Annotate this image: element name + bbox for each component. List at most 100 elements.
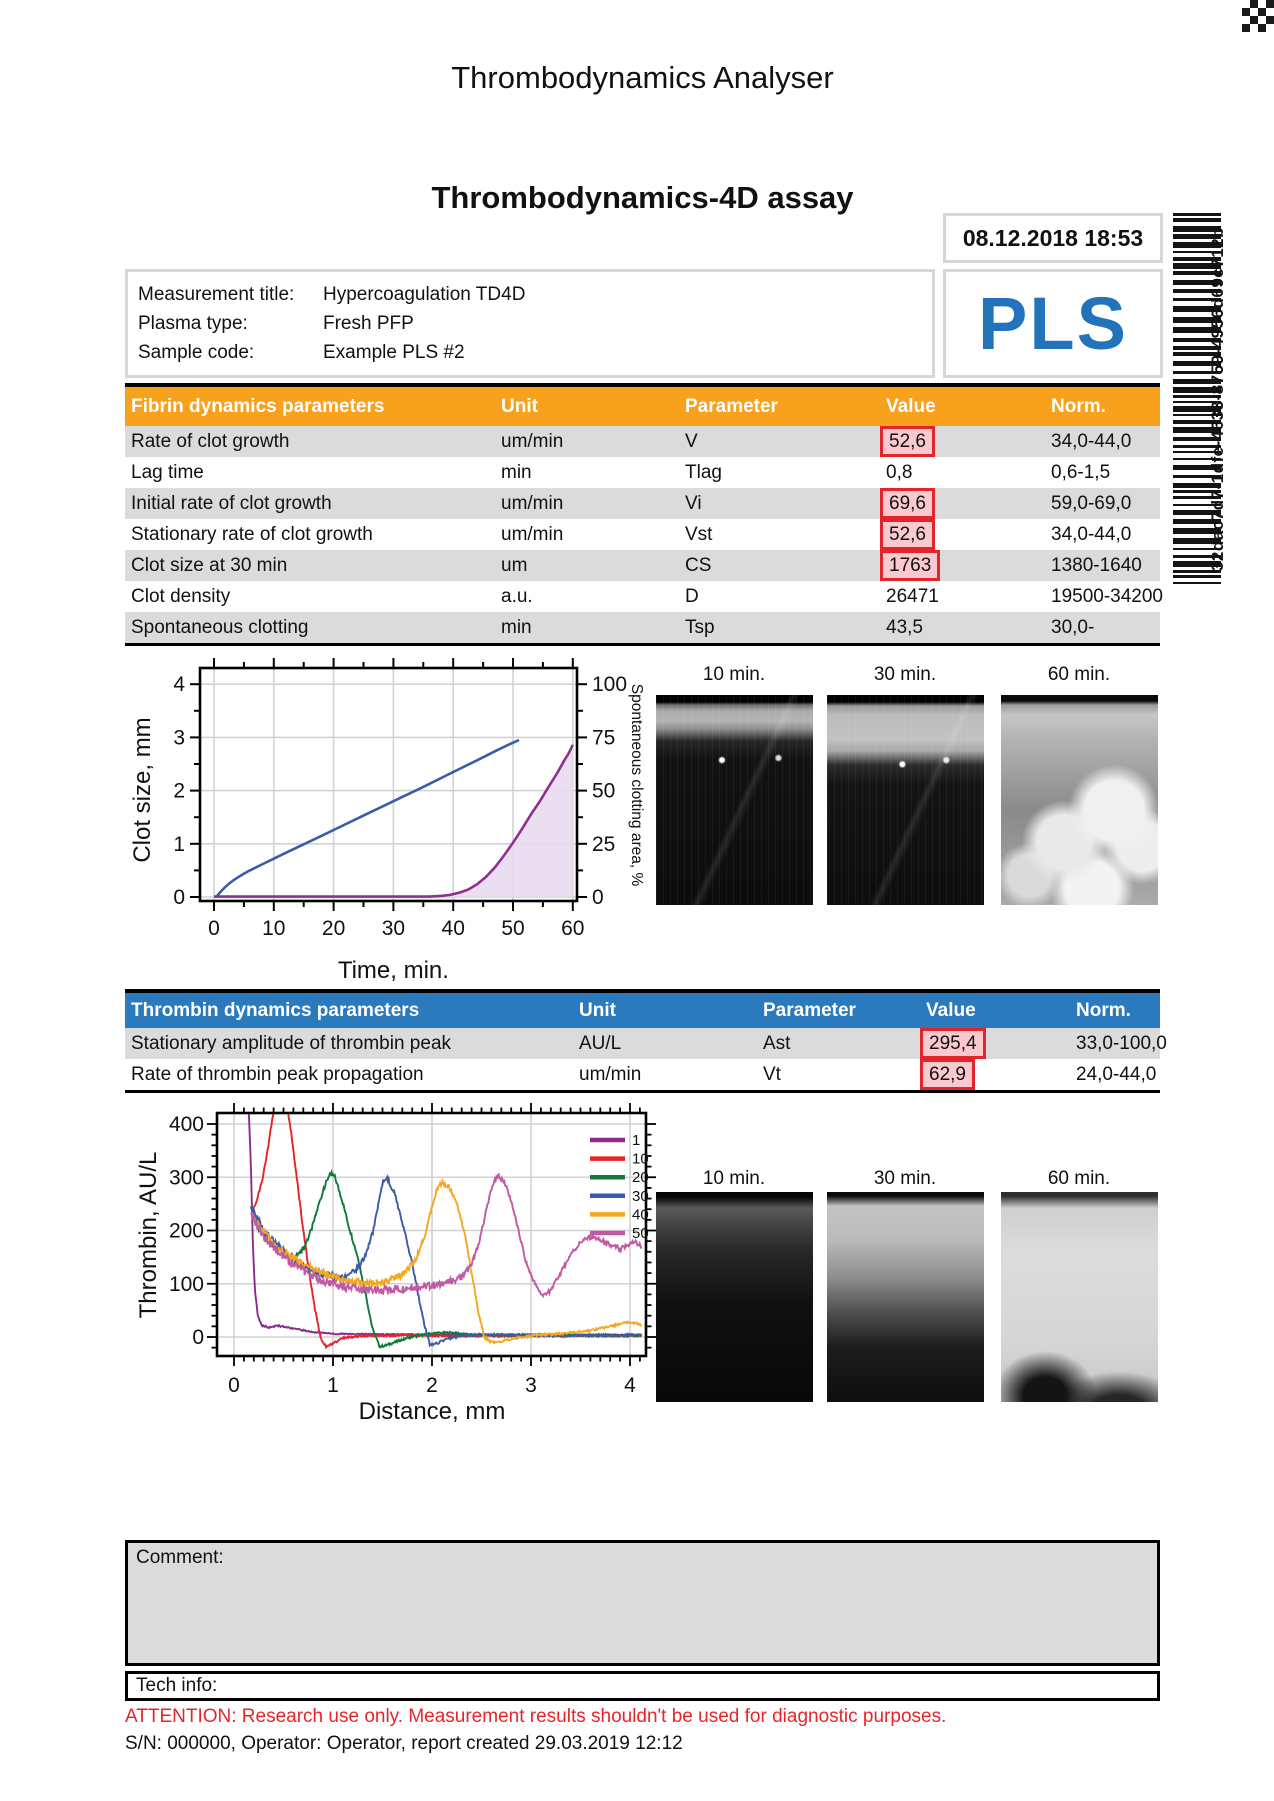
tech-info-box: Tech info: xyxy=(125,1671,1160,1701)
report-datetime: 08.12.2018 18:53 xyxy=(943,213,1163,263)
svg-text:100: 100 xyxy=(592,673,627,696)
table-row: Rate of thrombin peak propagation um/min V… xyxy=(125,1059,1160,1090)
svg-text:10: 10 xyxy=(262,917,285,940)
measurement-info-box: Measurement title: Hypercoagulation TD4D P… xyxy=(125,269,935,378)
table-cell: Lag time xyxy=(131,461,204,483)
table-cell: 24,0-44,0 xyxy=(1076,1063,1157,1085)
measurement-label: Measurement title: xyxy=(138,283,295,305)
tech-info-label: Tech info: xyxy=(136,1675,218,1696)
svg-text:0: 0 xyxy=(208,917,220,940)
table-cell: 1380-1640 xyxy=(1051,554,1142,576)
table-cell: Stationary rate of clot growth xyxy=(131,523,373,545)
svg-text:40: 40 xyxy=(442,917,465,940)
svg-text:10: 10 xyxy=(632,1151,649,1168)
table-cell: 34,0-44,0 xyxy=(1051,523,1132,545)
pls-logo: PLS xyxy=(978,281,1128,365)
table-header-cell: Unit xyxy=(501,395,538,417)
svg-text:50: 50 xyxy=(632,1225,649,1242)
assay-title: Thrombodynamics-4D assay xyxy=(431,180,854,215)
svg-text:60: 60 xyxy=(561,917,584,940)
thrombin-parameters-table: Thrombin dynamics parameters Unit Paramete… xyxy=(125,989,1167,1093)
table-header-cell: Thrombin dynamics parameters xyxy=(131,999,420,1021)
svg-text:400: 400 xyxy=(169,1113,204,1136)
table-header-cell: Norm. xyxy=(1076,999,1131,1021)
svg-text:20: 20 xyxy=(632,1169,649,1186)
table-cell: Vst xyxy=(685,523,713,545)
svg-text:100: 100 xyxy=(169,1273,204,1296)
comment-label: Comment: xyxy=(136,1547,224,1568)
table-cell: Clot density xyxy=(131,585,231,607)
image-time-label: 30 min. xyxy=(873,664,937,685)
out-of-norm-value: 52,6 xyxy=(880,426,935,457)
table-cell: 43,5 xyxy=(886,616,923,638)
table-header-cell: Value xyxy=(886,395,936,417)
out-of-norm-value: 295,4 xyxy=(920,1028,986,1059)
table-cell: AU/L xyxy=(579,1032,622,1054)
clot-photo xyxy=(827,1192,984,1402)
measurement-value: Example PLS #2 xyxy=(323,341,465,363)
table-cell: 33,0-100,0 xyxy=(1076,1032,1167,1054)
table-cell: 34,0-44,0 xyxy=(1051,430,1132,452)
svg-text:Spontaneous clotting area, %: Spontaneous clotting area, % xyxy=(628,684,645,887)
table-cell: 69,6 xyxy=(880,488,1045,519)
thrombin-curve-1 xyxy=(247,1113,643,1337)
measurement-label: Sample code: xyxy=(138,341,255,363)
pls-logo-box: PLS xyxy=(943,269,1163,378)
table-cell: 0,6-1,5 xyxy=(1051,461,1111,483)
svg-text:0: 0 xyxy=(173,886,185,909)
svg-text:2: 2 xyxy=(426,1374,438,1397)
measurement-row: Plasma type: Fresh PFP xyxy=(138,309,932,338)
table-cell: 52,6 xyxy=(880,519,1045,550)
table-header-cell: Parameter xyxy=(763,999,856,1021)
svg-text:50: 50 xyxy=(501,917,524,940)
clot-photo xyxy=(1001,695,1158,905)
table-bottom-rule xyxy=(125,1090,1160,1093)
clot-photo xyxy=(656,695,813,905)
spontaneous-curve xyxy=(214,744,574,898)
table-cell: Tsp xyxy=(685,616,715,638)
table-row: Initial rate of clot growth um/min Vi 69,6 5… xyxy=(125,488,1160,519)
table-header-cell: Parameter xyxy=(685,395,778,417)
svg-text:30: 30 xyxy=(632,1188,649,1205)
table-row: Stationary rate of clot growth um/min Vst 5… xyxy=(125,519,1160,550)
table-cell: a.u. xyxy=(501,585,533,607)
barcode xyxy=(1173,213,1221,584)
table-row: Clot density a.u. D 26471 19500-34200 xyxy=(125,581,1163,612)
measurement-row: Sample code: Example PLS #2 xyxy=(138,338,932,367)
image-time-label: 30 min. xyxy=(873,1168,937,1189)
svg-text:0: 0 xyxy=(192,1326,204,1349)
table-row: Stationary amplitude of thrombin peak AU/… xyxy=(125,1028,1167,1059)
table-cell: min xyxy=(501,461,532,483)
svg-text:0: 0 xyxy=(592,886,604,909)
barcode-text: 32dac7d7-1dfe-4633-8759-4956d69c712b xyxy=(1208,226,1227,572)
table-cell: Rate of clot growth xyxy=(131,430,290,452)
table-cell: 19500-34200 xyxy=(1051,585,1163,607)
svg-text:Clot size, mm: Clot size, mm xyxy=(129,717,156,862)
measurement-row: Measurement title: Hypercoagulation TD4D xyxy=(138,280,932,309)
svg-text:3: 3 xyxy=(173,726,185,749)
table-row: Clot size at 30 min um CS 1763 1380-1640 xyxy=(125,550,1160,581)
svg-text:Distance, mm: Distance, mm xyxy=(359,1398,506,1425)
svg-text:4: 4 xyxy=(624,1374,636,1397)
clot-size-curve xyxy=(215,738,520,898)
svg-text:1: 1 xyxy=(327,1374,339,1397)
svg-text:50: 50 xyxy=(592,780,615,803)
svg-text:Thrombin, AU/L: Thrombin, AU/L xyxy=(135,1152,162,1319)
svg-text:2: 2 xyxy=(173,780,185,803)
measurement-label: Plasma type: xyxy=(138,312,248,334)
table-cell: 30,0- xyxy=(1051,616,1095,638)
table-header-cell: Norm. xyxy=(1051,395,1106,417)
fibrin-parameters-table: Fibrin dynamics parameters Unit Parameter V… xyxy=(125,383,1163,646)
table-header-cell: Unit xyxy=(579,999,616,1021)
svg-text:40: 40 xyxy=(632,1206,649,1223)
spontaneous-area-fill xyxy=(214,744,573,897)
image-time-label: 10 min. xyxy=(702,1168,766,1189)
clot-photo xyxy=(656,1192,813,1402)
svg-text:0: 0 xyxy=(228,1374,240,1397)
serial-operator-line: S/N: 000000, Operator: Operator, report … xyxy=(125,1733,683,1754)
thrombin-curve-10 xyxy=(250,1113,642,1350)
table-cell: Rate of thrombin peak propagation xyxy=(131,1063,424,1085)
svg-text:Time, min.: Time, min. xyxy=(338,957,449,984)
